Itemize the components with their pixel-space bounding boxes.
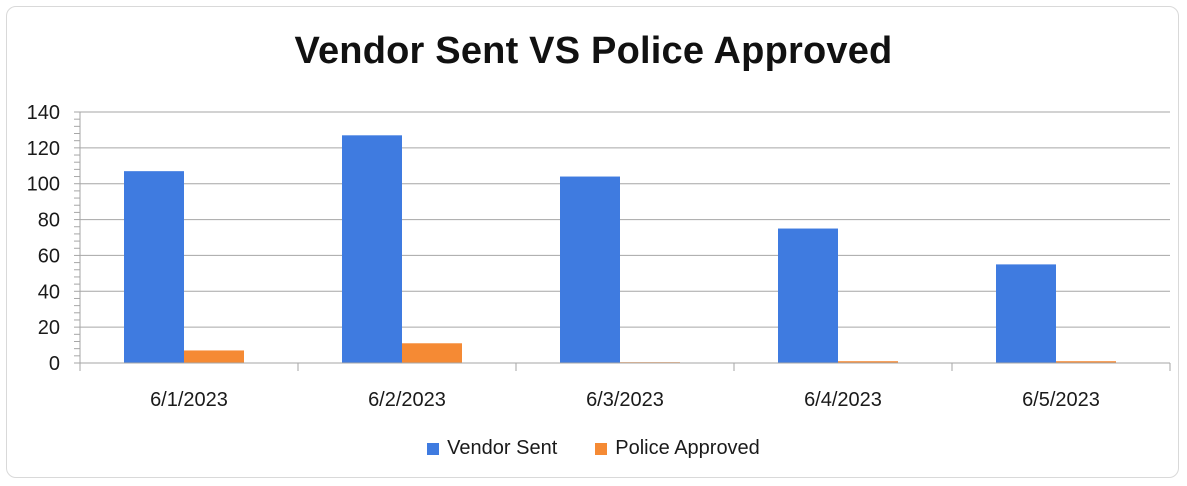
bar-police-approved	[184, 350, 244, 363]
y-axis: 0 20 40 60 80 100 120 140	[27, 102, 81, 375]
chart-title: Vendor Sent VS Police Approved	[294, 30, 893, 72]
legend-label-vendor-sent: Vendor Sent	[447, 437, 558, 459]
legend-label-police-approved: Police Approved	[615, 437, 760, 459]
y-tick-label: 40	[38, 281, 60, 303]
y-tick-label: 20	[38, 317, 60, 339]
legend-swatch-police-approved	[595, 442, 608, 455]
x-tick-label: 6/5/2023	[1022, 389, 1100, 411]
legend-swatch-vendor-sent	[427, 442, 440, 455]
y-tick-label: 80	[38, 210, 60, 232]
bar-vendor-sent	[996, 264, 1056, 363]
x-tick-label: 6/1/2023	[150, 389, 228, 411]
bar-police-approved	[1056, 361, 1116, 363]
bar-vendor-sent	[778, 228, 838, 363]
legend-item-vendor-sent: Vendor Sent	[427, 437, 557, 460]
y-tick-label: 0	[49, 353, 60, 375]
x-tick-label: 6/3/2023	[586, 389, 664, 411]
y-tick-label: 120	[27, 138, 60, 160]
y-tick-label: 100	[27, 174, 60, 196]
bar-vendor-sent	[124, 171, 184, 363]
legend-item-police-approved: Police Approved	[595, 437, 760, 460]
legend: Vendor Sent Police Approved	[0, 437, 1187, 460]
bar-vendor-sent	[342, 135, 402, 363]
bar-vendor-sent	[560, 176, 620, 363]
x-tick-label: 6/2/2023	[368, 389, 446, 411]
gridlines	[80, 111, 1170, 364]
bar-police-approved	[402, 343, 462, 363]
bar-police-approved	[838, 361, 898, 363]
x-axis: 6/1/2023 6/2/2023 6/3/2023 6/4/2023 6/5/2023	[79, 362, 1171, 411]
y-tick-label: 60	[38, 245, 60, 267]
y-tick-label: 140	[27, 102, 60, 124]
x-tick-label: 6/4/2023	[804, 389, 882, 411]
bars	[124, 135, 1116, 363]
